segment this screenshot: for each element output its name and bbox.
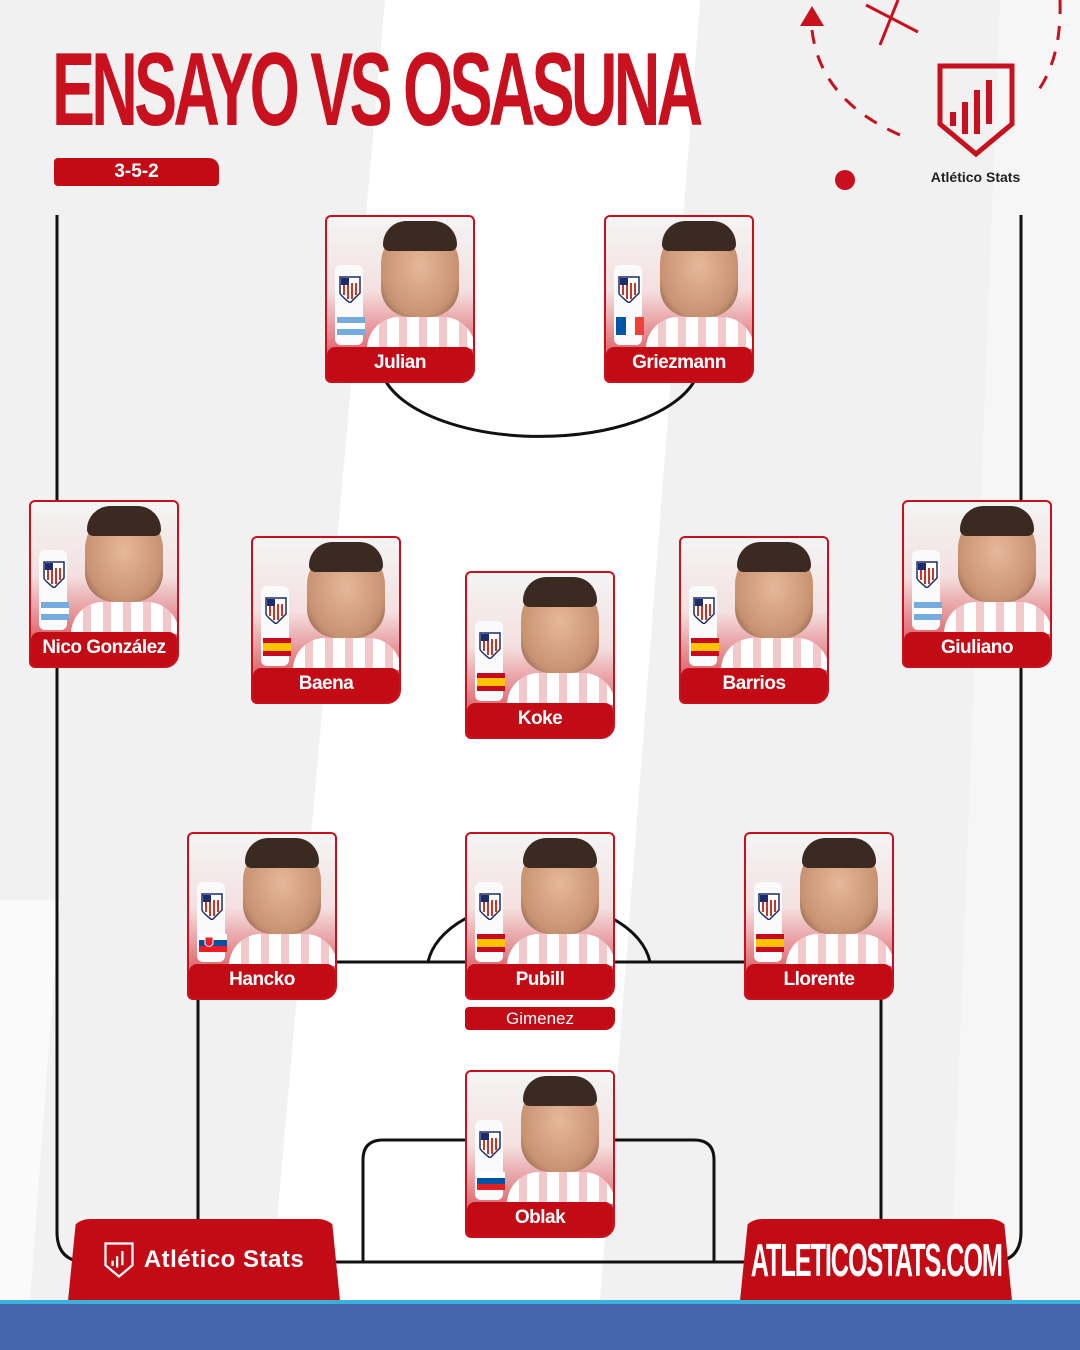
player-name: Koke [467, 703, 613, 737]
player-photo-shirt [944, 602, 1050, 634]
argentina-flag-icon [337, 317, 365, 335]
player-name: Llorente [746, 964, 892, 998]
footer-brand-tab: Atlético Stats [68, 1219, 340, 1301]
club-crest-icon [43, 561, 65, 588]
player-photo-shirt [646, 317, 752, 349]
brand-logo: Atlético Stats [918, 62, 1033, 185]
pitch-lines [55, 0, 1062, 1264]
player-name: Pubill [467, 964, 613, 998]
player-photo-shirt [367, 317, 473, 349]
player-photo-hair [383, 221, 457, 251]
player-photo-hair [737, 542, 811, 572]
player-card[interactable]: Griezmann [604, 215, 754, 383]
player-name: Julian [327, 347, 473, 381]
player-card[interactable]: Giuliano [902, 500, 1052, 668]
player-photo-hair [523, 1076, 597, 1106]
shield-bar-chart-icon [937, 63, 1014, 158]
player-card[interactable]: Nico González [29, 500, 179, 668]
player-card[interactable]: Hancko [187, 832, 337, 1000]
player-photo-hair [960, 506, 1034, 536]
player-photo-hair [802, 838, 876, 868]
shield-bar-chart-icon [104, 1242, 134, 1278]
player-card[interactable]: Baena [251, 536, 401, 704]
player-photo-shirt [786, 934, 892, 966]
brand-name: Atlético Stats [930, 169, 1021, 185]
footer-brand-label: Atlético Stats [143, 1246, 305, 1273]
player-photo-hair [523, 838, 597, 868]
player-photo-hair [245, 838, 319, 868]
argentina-flag-icon [914, 602, 942, 620]
page-title: ENSAYO VS OSASUNA [52, 32, 703, 148]
club-crest-icon [339, 276, 361, 303]
player-name: Nico González [31, 632, 177, 666]
player-photo-shirt [721, 638, 827, 670]
slovakia-flag-icon [199, 934, 227, 952]
spain-flag-icon [691, 638, 719, 656]
player-name: Oblak [467, 1202, 613, 1236]
club-crest-icon [693, 597, 715, 624]
substitute-label: Gimenez [465, 1007, 615, 1030]
player-photo-shirt [293, 638, 399, 670]
club-crest-icon [758, 893, 780, 920]
player-name: Hancko [189, 964, 335, 998]
player-name: Barrios [681, 668, 827, 702]
player-name: Griezmann [606, 347, 752, 381]
player-photo-hair [662, 221, 736, 251]
player-photo-hair [309, 542, 383, 572]
club-crest-icon [265, 597, 287, 624]
club-crest-icon [201, 893, 223, 920]
club-crest-icon [618, 276, 640, 303]
france-flag-icon [616, 317, 644, 335]
player-photo-shirt [507, 673, 613, 705]
player-photo-shirt [71, 602, 177, 634]
spain-flag-icon [263, 638, 291, 656]
player-card[interactable]: Pubill [465, 832, 615, 1000]
club-crest-icon [916, 561, 938, 588]
club-crest-icon [479, 893, 501, 920]
player-card[interactable]: Oblak [465, 1070, 615, 1238]
argentina-flag-icon [41, 602, 69, 620]
spain-flag-icon [477, 934, 505, 952]
spain-flag-icon [477, 673, 505, 691]
footer-website-tab[interactable]: ATLETICOSTATS.COM [740, 1219, 1012, 1301]
website-link[interactable]: ATLETICOSTATS.COM [750, 1234, 1002, 1286]
club-crest-icon [479, 1131, 501, 1158]
player-photo-shirt [507, 934, 613, 966]
club-crest-icon [479, 632, 501, 659]
spain-flag-icon [756, 934, 784, 952]
player-photo-shirt [507, 1172, 613, 1204]
formation-badge: 3-5-2 [54, 158, 219, 186]
player-card[interactable]: Llorente [744, 832, 894, 1000]
player-name: Giuliano [904, 632, 1050, 666]
player-photo-shirt [229, 934, 335, 966]
player-photo-hair [523, 577, 597, 607]
player-card[interactable]: Koke [465, 571, 615, 739]
player-card[interactable]: Julian [325, 215, 475, 383]
slovenia-flag-icon [477, 1172, 505, 1190]
footer-bar [0, 1300, 1080, 1350]
player-card[interactable]: Barrios [679, 536, 829, 704]
player-name: Baena [253, 668, 399, 702]
player-photo-hair [87, 506, 161, 536]
